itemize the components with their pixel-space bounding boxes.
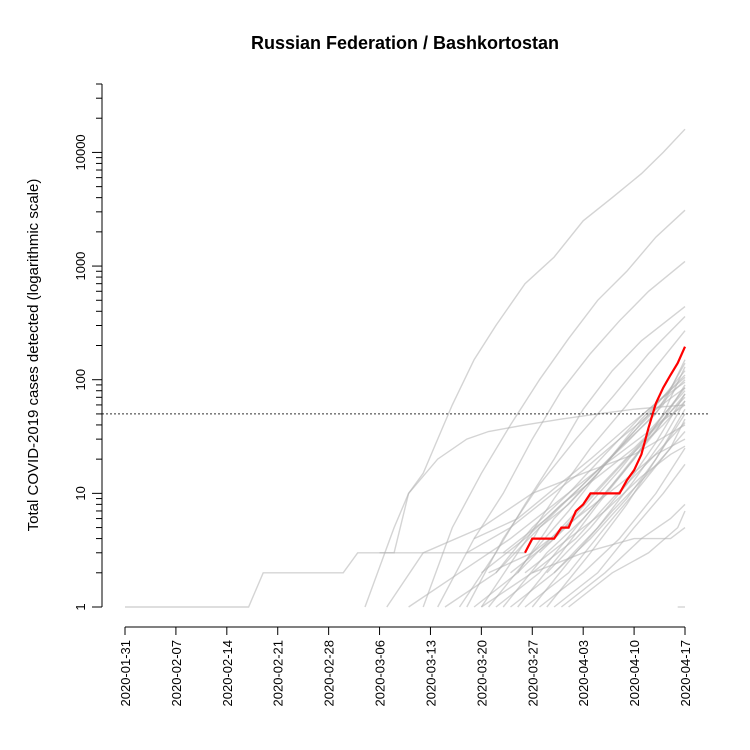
x-tick-label: 2020-01-31 [118,640,133,707]
series-line-28 [510,400,686,574]
series-line-37 [553,400,686,574]
x-tick-label: 2020-02-14 [220,640,235,707]
x-tick-label: 2020-04-17 [678,640,693,707]
series-line-2 [422,209,686,608]
series-line-5 [466,316,686,608]
x-tick-label: 2020-03-13 [423,640,438,707]
series-line-9 [386,424,686,608]
series-line-29 [473,381,686,540]
x-tick-label: 2020-04-10 [627,640,642,707]
series-lines [125,128,686,608]
y-axis-label: Total COVID-2019 cases detected (logarit… [25,179,42,532]
x-tick-label: 2020-02-28 [322,640,337,707]
series-line-34 [502,362,686,554]
y-tick-label: 10 [73,486,88,500]
series-line-3 [437,260,686,608]
y-tick-label: 10000 [73,134,88,170]
y-tick-label: 1000 [73,252,88,281]
x-tick-label: 2020-04-03 [576,640,591,707]
y-tick-label: 1 [73,603,88,610]
series-line-19 [531,431,686,608]
series-line-12 [473,370,686,608]
x-tick-label: 2020-02-07 [169,640,184,707]
chart-title: Russian Federation / Bashkortostan [251,33,559,53]
series-line-33 [546,393,686,574]
series-line-32 [488,438,686,574]
x-tick-label: 2020-02-21 [271,640,286,707]
series-line-25 [480,396,686,574]
series-line-26 [466,387,686,554]
axes: 1 10 100 1000 10000 2020-01-31 2020-02-07 2020-… [73,83,693,707]
series-line-8 [379,404,686,554]
x-tick-label: 2020-03-20 [474,640,489,707]
series-line-22 [553,463,686,608]
highlight-series [524,346,687,554]
series-line-31 [531,422,686,574]
series-line-20 [539,447,686,608]
x-tick-label: 2020-03-27 [525,640,540,707]
highlight-series-line [524,346,687,554]
series-line-23 [560,503,686,608]
series-line-17 [517,366,686,608]
series-line-38 [481,527,686,608]
x-tick-label: 2020-03-06 [373,640,388,707]
series-line-18 [524,418,686,608]
series-line-24 [568,510,686,608]
y-tick-label: 100 [73,369,88,391]
